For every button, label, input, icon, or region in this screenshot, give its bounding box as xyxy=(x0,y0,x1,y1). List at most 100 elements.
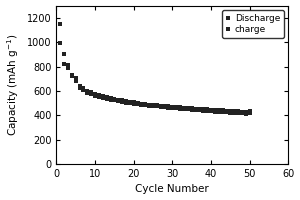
charge xyxy=(147,105,151,107)
Discharge xyxy=(70,74,74,76)
charge xyxy=(248,112,251,114)
Discharge xyxy=(116,98,120,101)
charge xyxy=(140,104,143,106)
charge xyxy=(182,108,186,110)
Discharge xyxy=(217,109,220,111)
Discharge xyxy=(174,106,178,108)
Discharge xyxy=(147,103,151,106)
Discharge xyxy=(62,53,66,55)
charge xyxy=(58,42,62,45)
charge xyxy=(178,108,182,110)
charge xyxy=(229,112,232,114)
Discharge xyxy=(178,106,182,109)
Discharge xyxy=(82,87,85,90)
Discharge xyxy=(78,85,81,87)
charge xyxy=(232,112,236,114)
Discharge xyxy=(163,105,166,107)
charge xyxy=(202,110,205,112)
Discharge xyxy=(109,97,112,99)
Discharge xyxy=(101,95,105,98)
charge xyxy=(190,109,194,111)
Discharge xyxy=(58,23,62,26)
Legend: Discharge, charge: Discharge, charge xyxy=(222,10,284,38)
charge xyxy=(116,100,120,102)
Discharge xyxy=(112,98,116,100)
charge xyxy=(82,89,85,91)
charge xyxy=(70,75,74,77)
charge xyxy=(236,112,240,114)
charge xyxy=(151,105,155,107)
Discharge xyxy=(202,108,205,110)
Discharge xyxy=(190,107,194,109)
Discharge xyxy=(229,110,232,112)
Discharge xyxy=(159,104,163,107)
Discharge xyxy=(248,110,251,112)
charge xyxy=(78,87,81,89)
Discharge xyxy=(105,96,108,98)
Discharge xyxy=(151,104,155,106)
Discharge xyxy=(132,101,136,104)
charge xyxy=(109,98,112,101)
charge xyxy=(209,110,213,113)
charge xyxy=(244,112,247,115)
charge xyxy=(112,99,116,102)
Discharge xyxy=(167,105,170,108)
charge xyxy=(120,101,124,103)
Discharge xyxy=(198,108,201,110)
charge xyxy=(62,63,66,65)
charge xyxy=(198,109,201,112)
charge xyxy=(217,111,220,113)
Discharge xyxy=(128,101,132,103)
Discharge xyxy=(171,106,174,108)
Discharge xyxy=(244,111,247,113)
Discharge xyxy=(194,107,197,110)
Discharge xyxy=(225,109,228,112)
charge xyxy=(205,110,209,112)
charge xyxy=(136,103,140,105)
charge xyxy=(74,79,77,82)
Discharge xyxy=(205,108,209,111)
charge xyxy=(159,106,163,108)
Line: charge: charge xyxy=(58,41,252,116)
charge xyxy=(174,107,178,110)
Discharge xyxy=(236,110,240,113)
Discharge xyxy=(74,77,77,79)
charge xyxy=(101,97,105,99)
charge xyxy=(240,112,244,115)
X-axis label: Cycle Number: Cycle Number xyxy=(136,184,209,194)
Discharge xyxy=(85,90,89,92)
charge xyxy=(163,106,166,109)
Discharge xyxy=(124,100,128,102)
charge xyxy=(105,97,108,100)
Discharge xyxy=(140,102,143,105)
charge xyxy=(97,96,101,98)
charge xyxy=(221,111,224,113)
charge xyxy=(155,105,159,108)
Discharge xyxy=(182,107,186,109)
Discharge xyxy=(221,109,224,112)
Discharge xyxy=(97,94,101,96)
charge xyxy=(124,101,128,104)
Y-axis label: Capacity (mAh g$^{-1}$): Capacity (mAh g$^{-1}$) xyxy=(6,34,21,136)
Discharge xyxy=(120,99,124,102)
charge xyxy=(171,107,174,109)
Discharge xyxy=(155,104,159,106)
charge xyxy=(93,94,97,97)
Discharge xyxy=(89,91,93,93)
charge xyxy=(186,108,190,111)
charge xyxy=(143,104,147,106)
charge xyxy=(167,107,170,109)
Discharge xyxy=(209,108,213,111)
charge xyxy=(89,93,93,95)
charge xyxy=(66,67,70,69)
Discharge xyxy=(136,102,140,104)
charge xyxy=(132,103,136,105)
Discharge xyxy=(232,110,236,112)
charge xyxy=(194,109,197,111)
Discharge xyxy=(213,109,217,111)
Discharge xyxy=(186,107,190,109)
charge xyxy=(128,102,132,105)
Discharge xyxy=(240,110,244,113)
charge xyxy=(85,92,89,94)
Discharge xyxy=(93,93,97,95)
